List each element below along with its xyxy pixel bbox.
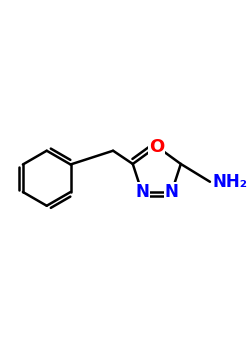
Text: N: N xyxy=(135,183,149,201)
Text: O: O xyxy=(149,138,164,155)
Text: NH₂: NH₂ xyxy=(212,173,248,191)
Text: N: N xyxy=(165,183,178,201)
